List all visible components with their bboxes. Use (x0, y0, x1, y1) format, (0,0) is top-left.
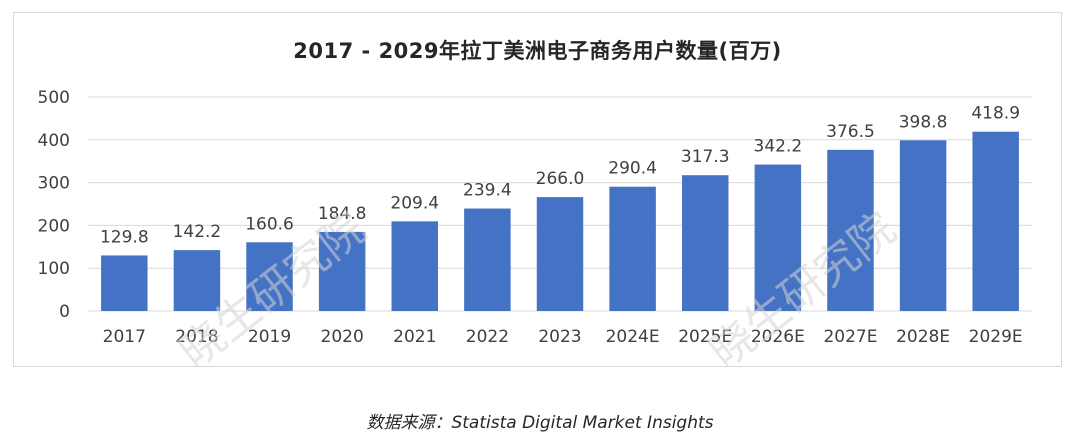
bar (318, 231, 366, 311)
y-tick-label: 300 (38, 174, 70, 194)
data-label: 129.8 (100, 227, 149, 247)
bar (609, 186, 656, 311)
x-tick-label: 2022 (466, 327, 509, 347)
bar (754, 164, 802, 311)
y-tick-label: 0 (59, 302, 70, 322)
data-label: 160.6 (245, 214, 294, 234)
bar (972, 131, 1019, 311)
data-label: 266.0 (536, 169, 585, 189)
x-tick-label: 2028E (896, 327, 950, 347)
bar (899, 140, 947, 311)
x-tick-label: 2029E (969, 327, 1023, 347)
y-tick-label: 500 (38, 88, 70, 108)
bar (246, 242, 293, 311)
data-label: 209.4 (390, 193, 439, 213)
x-tick-label: 2025E (678, 327, 732, 347)
data-label: 398.8 (899, 112, 948, 132)
data-label: 317.3 (681, 147, 730, 167)
bar (464, 208, 511, 311)
bar (173, 250, 221, 311)
data-label: 418.9 (971, 104, 1020, 124)
x-tick-label: 2018 (175, 327, 218, 347)
x-tick-label: 2020 (321, 327, 364, 347)
x-tick-label: 2019 (248, 327, 291, 347)
data-label: 342.2 (754, 137, 803, 157)
data-label: 376.5 (826, 122, 875, 142)
x-tick-label: 2026E (751, 327, 805, 347)
bar (101, 255, 148, 311)
x-tick-label: 2024E (606, 327, 660, 347)
source-note: 数据来源：Statista Digital Market Insights (366, 413, 714, 433)
x-tick-label: 2027E (823, 327, 877, 347)
chart-title: 2017 - 2029年拉丁美洲电子商务用户数量(百万) (293, 39, 782, 63)
y-tick-label: 100 (38, 259, 70, 279)
bar (391, 221, 439, 311)
bar (681, 175, 729, 311)
x-tick-label: 2023 (538, 327, 581, 347)
bar (536, 197, 584, 311)
data-label: 142.2 (173, 222, 222, 242)
x-tick-label: 2017 (103, 327, 146, 347)
bar (827, 149, 874, 311)
x-tick-label: 2021 (393, 327, 436, 347)
data-label: 184.8 (318, 204, 367, 224)
data-label: 290.4 (608, 159, 657, 179)
data-label: 239.4 (463, 181, 512, 201)
y-tick-label: 400 (38, 131, 70, 151)
y-tick-label: 200 (38, 216, 70, 236)
